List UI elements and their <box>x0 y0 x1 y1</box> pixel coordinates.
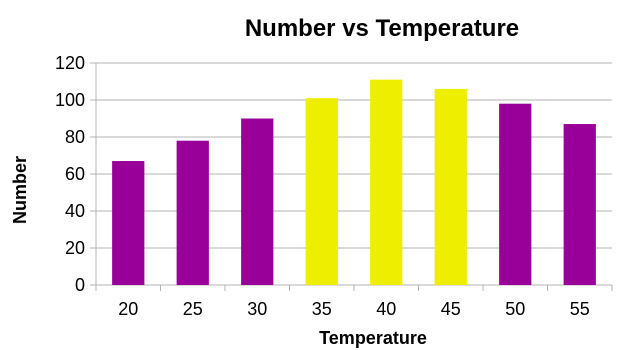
bar-30 <box>241 118 274 285</box>
bar-20 <box>112 161 145 285</box>
y-tick-label: 40 <box>65 201 85 221</box>
y-tick-label: 120 <box>55 53 85 73</box>
bar-55 <box>563 124 596 285</box>
x-tick-label: 45 <box>441 299 461 319</box>
y-tick-label: 80 <box>65 127 85 147</box>
y-tick-label: 60 <box>65 164 85 184</box>
y-tick-label: 20 <box>65 238 85 258</box>
x-tick-label: 40 <box>376 299 396 319</box>
bars <box>112 79 596 286</box>
y-tick-label: 0 <box>75 275 85 295</box>
bar-50 <box>499 103 532 285</box>
gridlines <box>96 62 612 286</box>
x-tick-labels: 20 25 30 35 40 45 50 55 <box>118 299 590 319</box>
bar-35 <box>305 98 338 286</box>
x-tick-label: 20 <box>118 299 138 319</box>
bar-25 <box>176 140 209 285</box>
x-axis-label: Temperature <box>319 328 427 348</box>
y-tick-labels: 0 20 40 60 80 100 120 <box>55 53 85 295</box>
axes <box>90 62 613 291</box>
x-tick-label: 25 <box>183 299 203 319</box>
y-tick-label: 100 <box>55 90 85 110</box>
x-tick-label: 35 <box>312 299 332 319</box>
bar-45 <box>434 88 467 286</box>
x-tick-label: 30 <box>247 299 267 319</box>
bar-40 <box>370 79 403 286</box>
chart-title: Number vs Temperature <box>245 15 519 42</box>
y-axis-label: Number <box>10 156 30 224</box>
x-tick-label: 55 <box>570 299 590 319</box>
x-tick-label: 50 <box>505 299 525 319</box>
